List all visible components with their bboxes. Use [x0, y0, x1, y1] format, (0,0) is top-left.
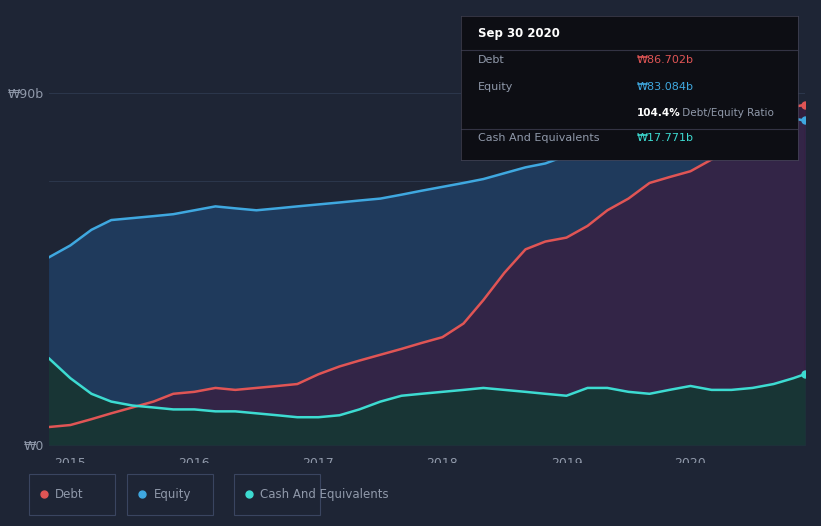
- Text: Equity: Equity: [154, 488, 191, 501]
- FancyBboxPatch shape: [127, 474, 213, 515]
- FancyBboxPatch shape: [29, 474, 115, 515]
- Text: ₩17.771b: ₩17.771b: [636, 133, 694, 143]
- Text: Debt: Debt: [55, 488, 84, 501]
- Text: Cash And Equivalents: Cash And Equivalents: [478, 133, 599, 143]
- Text: ₩86.702b: ₩86.702b: [636, 55, 694, 65]
- Text: Debt: Debt: [478, 55, 505, 65]
- Text: Sep 30 2020: Sep 30 2020: [478, 27, 560, 41]
- Text: 104.4%: 104.4%: [636, 108, 680, 118]
- Text: Debt/Equity Ratio: Debt/Equity Ratio: [678, 108, 773, 118]
- Text: Cash And Equivalents: Cash And Equivalents: [260, 488, 389, 501]
- Text: ₩83.084b: ₩83.084b: [636, 83, 694, 93]
- FancyBboxPatch shape: [234, 474, 320, 515]
- Text: Equity: Equity: [478, 83, 514, 93]
